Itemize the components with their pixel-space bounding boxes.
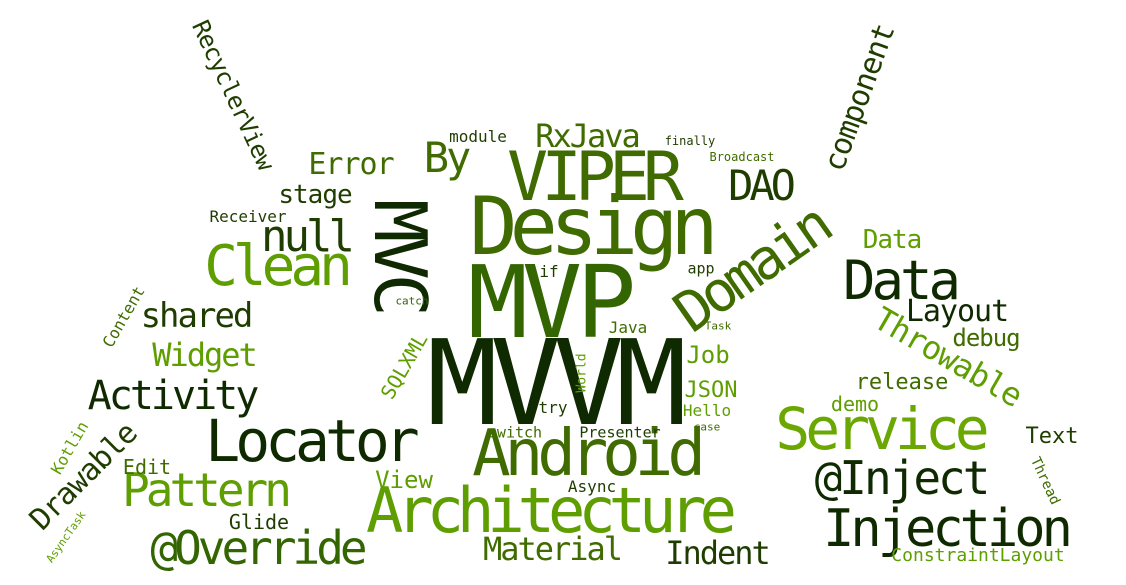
word-viper: VIPER [507,138,684,217]
word-json: JSON [684,378,738,403]
word-material: Material [482,530,623,568]
word-async: Async [567,477,617,496]
word-catch: catch [395,294,429,308]
word-data-large: Data [842,249,961,312]
word-task: Task [704,319,732,333]
word-hello: Hello [682,401,732,420]
word-glide: Glide [228,510,290,534]
word-indent: Indent [665,534,771,572]
word-design: Design [469,180,719,273]
word-broadcast: Broadcast [709,150,775,164]
word-mvvm: MVVM [426,314,687,452]
word-component: component [816,19,903,176]
word-demo: demo [830,392,880,416]
word-finally: finally [664,134,716,148]
word-inject: @Inject [814,451,991,505]
word-injection: Injection [823,499,1073,559]
word-pattern: Pattern [122,463,292,517]
word-if: if [539,262,559,281]
word-sqlxml: SQLXML [375,328,433,404]
word-receiver: Receiver [209,207,287,226]
word-android: Android [472,417,706,491]
word-error: Error [308,147,394,182]
word-try: try [538,398,568,417]
word-locator: Locator [205,407,419,475]
word-architecture: Architecture [366,474,737,547]
word-java: Java [608,318,648,337]
word-shared: shared [140,296,254,336]
word-module: module [449,127,507,146]
word-clean: Clean [204,234,353,299]
word-by: By [423,133,472,182]
word-stage: stage [278,180,352,210]
word-debug: debug [952,324,1020,352]
word-constraintlayout: ConstraintLayout [891,545,1065,566]
word-app: app [687,259,715,278]
word-text: Text [1025,424,1079,449]
word-activity: Activity [87,373,260,419]
word-job: Job [686,341,730,369]
word-recyclerview: RecyclerView [186,15,280,175]
word-view: View [375,466,433,494]
word-release: release [855,370,949,395]
word-override: @Override [150,521,367,575]
word-null: null [261,211,355,262]
word-dao: DAO [728,161,796,210]
word-case: case [693,420,721,434]
word-layout: Layout [905,294,1009,329]
word-presenter: Presenter [579,423,661,442]
word-widget: Widget [152,336,258,374]
word-mvp: MVP [467,244,637,361]
word-edit: Edit [122,455,172,479]
word-data-small: Data [862,225,923,255]
word-world: World [574,353,590,393]
word-rxjava: RxJava [535,117,641,155]
word-switch: switch [487,423,543,442]
word-service: Service [775,395,989,463]
